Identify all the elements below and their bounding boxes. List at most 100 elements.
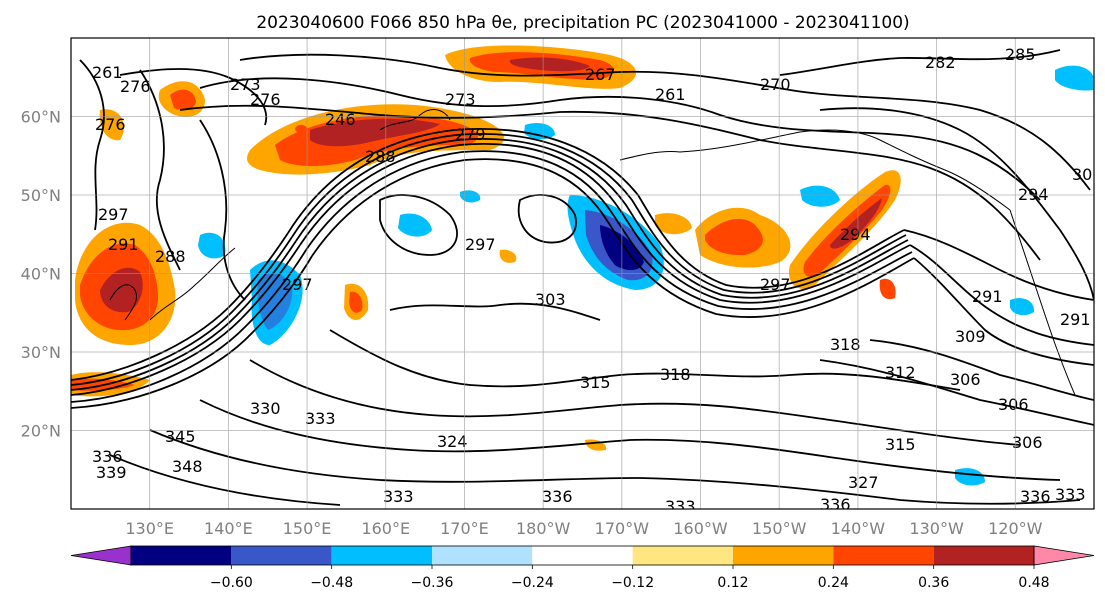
coast-alaska xyxy=(879,139,1011,211)
contour-label: 306 xyxy=(1012,433,1043,452)
contour-label: 318 xyxy=(830,335,861,354)
contour-label: 327 xyxy=(848,473,879,492)
contour-label: 318 xyxy=(660,365,691,384)
contour-label: 324 xyxy=(437,432,468,451)
colorbar-segment xyxy=(532,546,633,565)
y-tick-label: 50°N xyxy=(21,186,61,205)
colorbar-tick-label: −0.36 xyxy=(411,575,454,591)
shade-cnp-4-core xyxy=(349,291,363,313)
contour-south-3 xyxy=(199,399,1061,481)
contour-label: 333 xyxy=(1055,485,1086,504)
contour-label: 276 xyxy=(250,90,281,109)
contour-label: 261 xyxy=(655,85,686,104)
contour-label: 315 xyxy=(580,373,611,392)
colorbar-extend-low xyxy=(70,545,132,566)
colorbar-tick-label: −0.12 xyxy=(611,575,654,591)
contour-label: 297 xyxy=(760,275,791,294)
contour-jet-2 xyxy=(71,240,297,391)
shade-korea-core xyxy=(100,267,143,313)
contour-south-4 xyxy=(149,429,1081,505)
colorbar-tick-label: 0.12 xyxy=(717,575,748,591)
contour-jet-5 xyxy=(71,255,313,409)
y-tick-label: 60°N xyxy=(21,108,61,127)
x-tick-label: 130°W xyxy=(909,519,964,538)
shade-blue-ne xyxy=(1055,65,1094,91)
contour-label: 270 xyxy=(760,75,791,94)
x-tick-label: 130°E xyxy=(125,519,174,538)
shade-blue-center-3 xyxy=(460,190,481,203)
colorbar-tick-label: 0.36 xyxy=(918,575,949,591)
contour-label: 297 xyxy=(282,275,313,294)
shade-cnp-2-outer xyxy=(655,213,692,235)
map-area: 261 276 276 273 246 276 273 279 288 297 … xyxy=(71,38,1094,509)
contour-label: 294 xyxy=(1018,185,1049,204)
shade-okhotsk-west-core xyxy=(170,89,196,110)
contour-label: 288 xyxy=(365,147,396,166)
x-tick-label: 150°W xyxy=(752,519,807,538)
contour-label: 333 xyxy=(305,409,336,428)
contour-label: 285 xyxy=(1005,45,1036,64)
contour-label: 276 xyxy=(95,115,126,134)
contour-arc-1 xyxy=(299,143,911,304)
shade-blue-center-2 xyxy=(524,123,555,140)
contour-south-5 xyxy=(109,454,341,506)
shade-west-yellow-1 xyxy=(99,109,124,141)
contour-label: 288 xyxy=(155,247,186,266)
shade-blue-east-2 xyxy=(955,468,985,486)
contour-label: 261 xyxy=(92,63,123,82)
coast-kamchatka xyxy=(379,109,451,131)
coast-aleutians xyxy=(619,129,881,161)
shade-kamchatka-core xyxy=(509,57,590,72)
contour-east-1 xyxy=(909,244,1094,346)
contour-arc-2 xyxy=(295,138,909,299)
contour-label: 279 xyxy=(455,125,486,144)
shade-west-yellow-2 xyxy=(879,278,896,300)
contour-labels: 261 276 276 273 246 276 273 279 288 297 … xyxy=(92,45,1094,509)
contour-arc-3 xyxy=(291,133,907,294)
contour-label: 336 xyxy=(542,487,573,506)
contour-label: 309 xyxy=(955,327,986,346)
x-tick-label: 140°E xyxy=(204,519,253,538)
colorbar-extend-high xyxy=(1033,545,1095,566)
colorbar-tick-label: 0.24 xyxy=(818,575,849,591)
contour-label: 297 xyxy=(465,235,496,254)
contour-label: 297 xyxy=(98,205,129,224)
contour-label: 291 xyxy=(1060,310,1091,329)
contour-east-5 xyxy=(819,359,1094,426)
colorbar-segment xyxy=(432,546,533,565)
colorbar-segment xyxy=(933,546,1034,565)
contour-label: 339 xyxy=(96,463,127,482)
contour-label: 276 xyxy=(120,77,151,96)
contour-label: 348 xyxy=(172,457,203,476)
contour-north-6 xyxy=(819,107,1094,301)
contour-label: 291 xyxy=(108,235,139,254)
shade-jet-west-blue-light xyxy=(257,273,293,330)
x-tick-label: 170°W xyxy=(595,519,650,538)
contour-label: 306 xyxy=(950,370,981,389)
y-tick-label: 40°N xyxy=(21,265,61,284)
x-tick-label: 140°W xyxy=(831,519,886,538)
contour-north-2 xyxy=(179,104,1041,261)
x-tick-label: 120°W xyxy=(988,519,1043,538)
colorbar-segment xyxy=(131,546,232,565)
contour-jet-3 xyxy=(71,236,293,386)
contour-north-3 xyxy=(239,53,1091,191)
x-tick-label: 180°W xyxy=(516,519,571,538)
x-tick-label: 150°E xyxy=(283,519,332,538)
x-axis-ticks: 130°E 140°E 150°E 160°E 170°E 180°W 170°W 160°W… xyxy=(125,519,1042,538)
contour-jet-6 xyxy=(71,232,289,381)
x-tick-label: 160°W xyxy=(673,519,728,538)
coast-japan xyxy=(149,247,236,321)
contour-label: 291 xyxy=(972,287,1003,306)
contour-west-3 xyxy=(199,119,246,301)
contour-label: 336 xyxy=(92,447,123,466)
colorbar-segment xyxy=(331,546,432,565)
contour-south-1 xyxy=(329,329,961,391)
colorbar-segment xyxy=(833,546,934,565)
contour-label: 345 xyxy=(165,427,196,446)
contour-label: 294 xyxy=(840,225,871,244)
coast-korea xyxy=(109,284,138,321)
contour-north-5 xyxy=(779,49,1061,76)
contour-label: 273 xyxy=(445,90,476,109)
